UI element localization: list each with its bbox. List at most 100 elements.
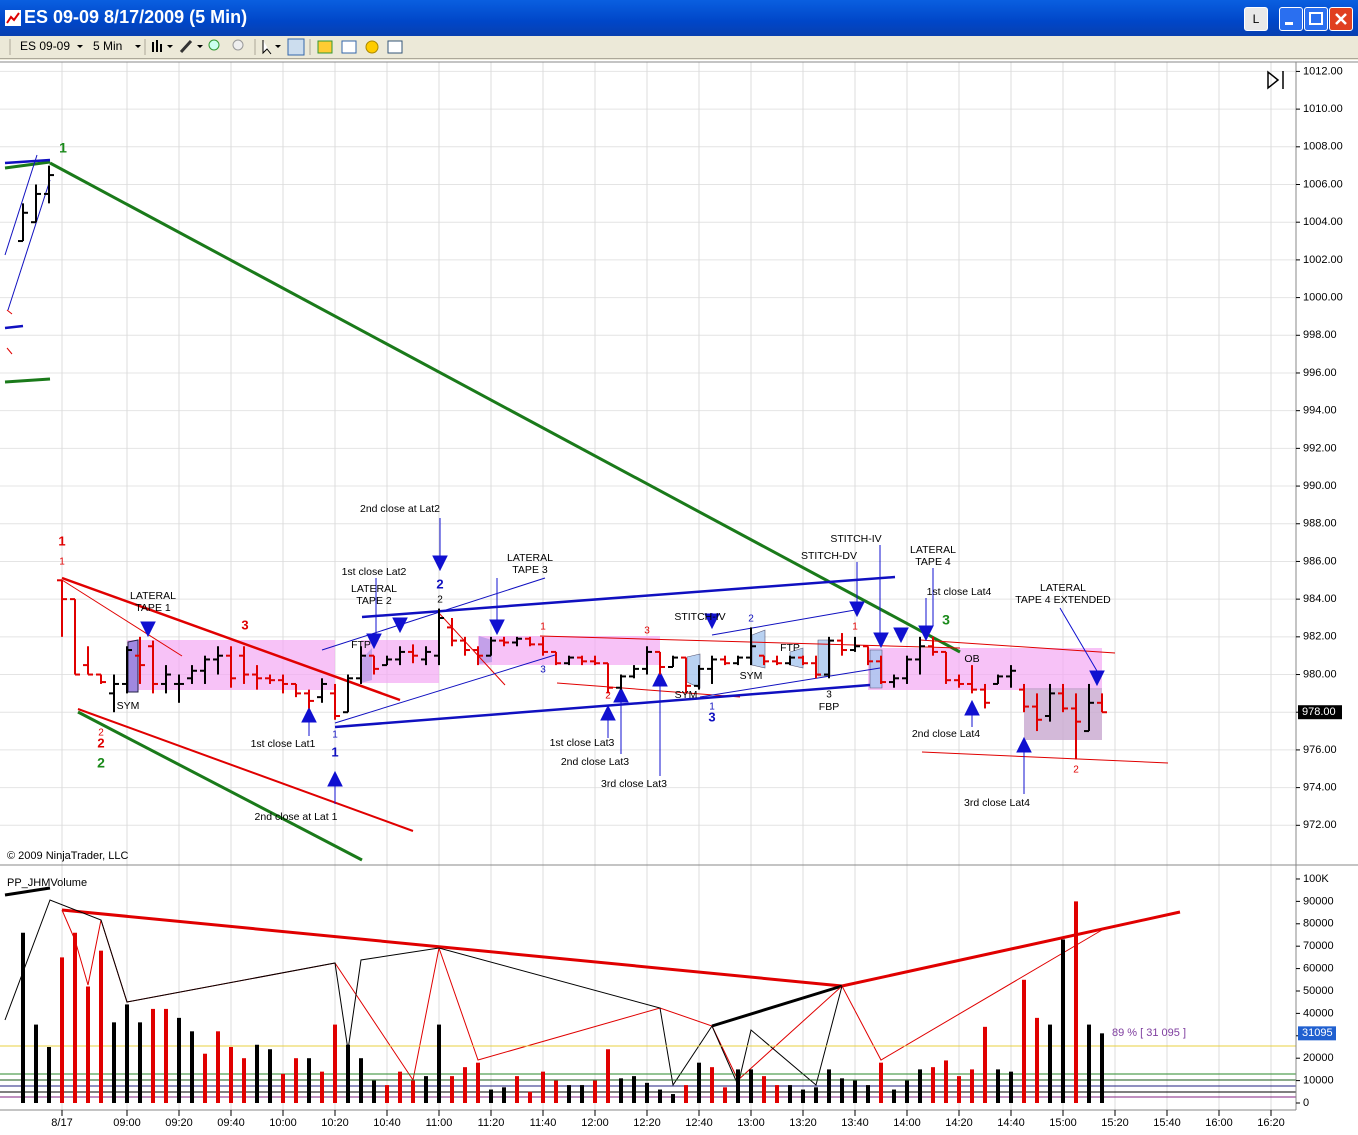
annotation: 3 <box>942 612 950 628</box>
y-tick-label: 10000 <box>1303 1075 1334 1087</box>
annotation: 1 <box>709 702 715 713</box>
volume-bar <box>164 1008 168 1103</box>
last-volume-label: 31095 <box>1302 1027 1333 1039</box>
volume-bar <box>502 1087 506 1103</box>
y-tick-label: 50000 <box>1303 985 1334 997</box>
link-button[interactable]: L <box>1244 7 1268 31</box>
volume-bar <box>203 1053 207 1103</box>
volume-bar <box>632 1076 636 1103</box>
volume-bar <box>60 957 64 1103</box>
annotation: SYM <box>117 700 140 712</box>
volume-bar <box>567 1085 571 1103</box>
volume-bar <box>996 1069 1000 1103</box>
volume-bar <box>21 932 25 1103</box>
annotation: 2 <box>97 735 104 750</box>
volume-bar <box>775 1085 779 1103</box>
volume-bar <box>112 1022 116 1103</box>
annotation: 2nd close Lat4 <box>912 728 980 740</box>
volume-bar <box>1035 1017 1039 1103</box>
annotation: 1st close Lat1 <box>251 738 316 750</box>
annotation: 2 <box>97 755 105 771</box>
annotation: 2nd close at Lat 1 <box>255 811 338 823</box>
volume-bar <box>489 1089 493 1103</box>
annotation: 2 <box>437 595 443 606</box>
x-tick-label: 10:20 <box>321 1117 349 1129</box>
close-button[interactable] <box>1329 7 1353 31</box>
x-tick-label: 15:40 <box>1153 1117 1181 1129</box>
volume-bar <box>346 1044 350 1103</box>
y-tick-label: 1004.00 <box>1303 216 1343 228</box>
annotation: SYM <box>740 670 763 682</box>
volume-bar <box>229 1046 233 1103</box>
annotation: STITCH-IV <box>830 533 881 545</box>
y-tick-label: 100K <box>1303 873 1329 885</box>
annotation: STITCH-IV <box>674 611 725 623</box>
title-bar: ES 09-09 8/17/2009 (5 Min) L <box>0 0 1358 36</box>
x-tick-label: 15:20 <box>1101 1117 1129 1129</box>
x-tick-label: 11:40 <box>530 1117 557 1129</box>
last-volume-box <box>1298 1026 1336 1041</box>
volume-bar <box>424 1076 428 1103</box>
decorations <box>0 70 1296 1098</box>
annotation: 3 <box>540 665 546 676</box>
y-tick-label: 1002.00 <box>1303 254 1343 266</box>
volume-bar <box>398 1071 402 1103</box>
y-tick-label: 1006.00 <box>1303 178 1343 190</box>
annotation: FTP <box>780 642 800 654</box>
toolbar-icons <box>9 38 403 56</box>
volume-bar <box>697 1062 701 1103</box>
annotation: 2 <box>748 614 754 625</box>
volume-bar <box>268 1049 272 1103</box>
volume-bar <box>593 1080 597 1103</box>
volume-bar <box>372 1080 376 1103</box>
volume-bar <box>892 1089 896 1103</box>
volume-bar <box>476 1062 480 1103</box>
volume-bar <box>827 1069 831 1103</box>
annotation: SYM <box>675 689 698 701</box>
y-tick-label: 986.00 <box>1303 555 1337 567</box>
annotation: LATERAL <box>507 552 553 564</box>
y-tick-label: 60000 <box>1303 962 1334 974</box>
last-price-label: 978.00 <box>1302 706 1336 718</box>
y-tick-label: 20000 <box>1303 1052 1334 1064</box>
volume-bar <box>151 1008 155 1103</box>
x-tick-label: 14:40 <box>997 1117 1025 1129</box>
y-tick-label: 998.00 <box>1303 329 1337 341</box>
annotation: LATERAL <box>130 590 176 602</box>
minimize-button[interactable] <box>1279 7 1303 31</box>
volume-bar <box>528 1091 532 1103</box>
x-tick-label: 16:20 <box>1257 1117 1285 1129</box>
volume-bar <box>983 1026 987 1103</box>
annotation: 1 <box>59 557 65 568</box>
annotation: 1 <box>331 744 338 759</box>
annotation: STITCH-DV <box>801 550 857 562</box>
volume-bar <box>723 1087 727 1103</box>
volume-bar <box>73 932 77 1103</box>
volume-bar <box>840 1078 844 1103</box>
y-tick-label: 988.00 <box>1303 518 1337 530</box>
volume-bar <box>320 1071 324 1103</box>
x-tick-label: 11:20 <box>478 1117 505 1129</box>
x-tick-label: 15:00 <box>1049 1117 1077 1129</box>
instrument-selector[interactable]: ES 09-09 <box>20 39 71 53</box>
annotation: 2 <box>605 691 611 702</box>
annotation: FBP <box>819 701 839 713</box>
annotation: 2nd close at Lat2 <box>360 503 440 515</box>
app-icon <box>5 10 21 26</box>
interval-selector[interactable]: 5 Min <box>93 39 123 53</box>
annotation: 3rd close Lat3 <box>601 778 667 790</box>
y-tick-label: 974.00 <box>1303 782 1337 794</box>
indicator-title: PP_JHMVolume <box>7 877 87 889</box>
y-tick-label: 972.00 <box>1303 819 1337 831</box>
annotation: LATERAL <box>910 544 956 556</box>
annotation: FTP <box>351 639 371 651</box>
maximize-button[interactable] <box>1304 7 1328 31</box>
y-tick-label: 992.00 <box>1303 442 1337 454</box>
copyright: © 2009 NinjaTrader, LLC <box>7 850 128 862</box>
x-tick-label: 13:00 <box>737 1117 765 1129</box>
volume-bar <box>970 1069 974 1103</box>
volume-bar <box>1009 1071 1013 1103</box>
annotation: 1 <box>59 140 67 156</box>
window-title: ES 09-09 8/17/2009 (5 Min) <box>24 7 248 27</box>
chart-area: PP_JHMVolume 89 % [ 31 095 ] © 2009 NinjaT… <box>0 60 1358 1135</box>
